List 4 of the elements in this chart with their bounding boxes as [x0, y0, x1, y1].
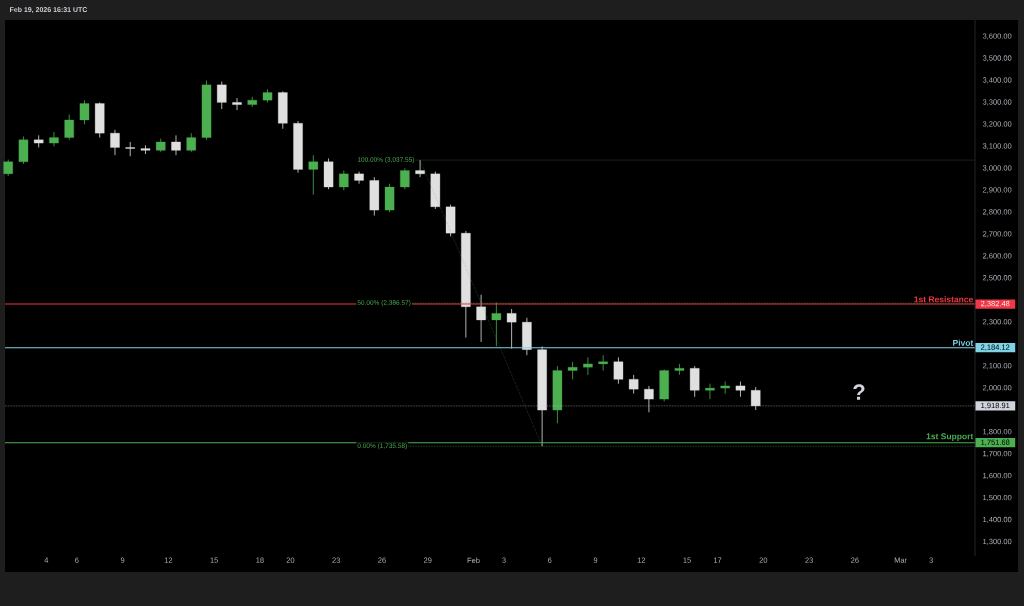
- annotation: ?: [853, 384, 865, 400]
- ref-line-label: Pivot: [953, 339, 974, 346]
- ref-line-label: 1st Resistance: [914, 296, 974, 303]
- ref-line-label: 1st Support: [926, 433, 974, 441]
